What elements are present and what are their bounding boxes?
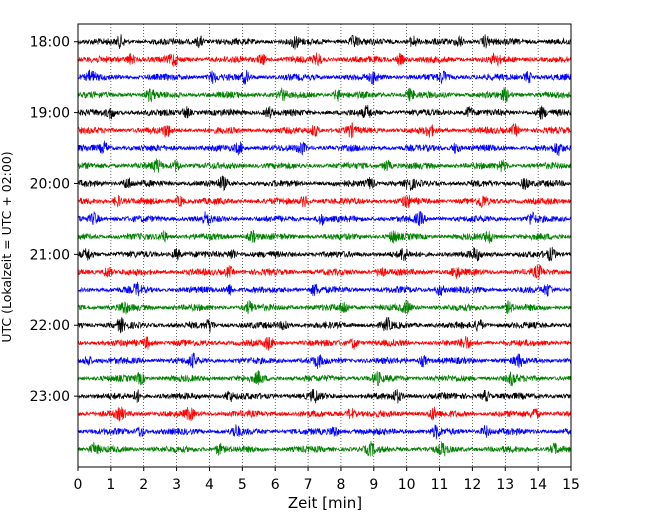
y-tick-label: 18:00 (30, 35, 70, 51)
y-tick-label: 23:00 (30, 389, 70, 405)
x-tick-label: 13 (496, 477, 514, 493)
trace-line (77, 194, 572, 209)
x-tick-label: 6 (271, 477, 280, 493)
trace-line (77, 87, 572, 103)
trace-line (77, 300, 572, 315)
trace-line (77, 388, 572, 404)
y-axis-label: UTC (Lokalzeit = UTC + 02:00) (0, 151, 14, 342)
trace-line (77, 335, 572, 351)
trace-line (77, 104, 572, 121)
x-tick-label: 3 (172, 477, 181, 493)
y-axis-ticks: 18:00 19:00 20:00 21:00 22:00 23:00 (30, 35, 78, 405)
x-tick-label: 11 (431, 477, 449, 493)
x-tick-label: 12 (463, 477, 481, 493)
x-tick-label: 2 (139, 477, 148, 493)
trace-line (77, 52, 572, 68)
trace-line (77, 122, 571, 139)
trace-line (77, 406, 572, 422)
trace-line (77, 246, 572, 262)
trace-line (77, 229, 572, 244)
x-tick-label: 9 (369, 477, 378, 493)
trace-line (77, 69, 572, 86)
x-tick-label: 1 (106, 477, 115, 493)
y-tick-label: 21:00 (30, 247, 70, 263)
x-tick-label: 15 (562, 477, 580, 493)
x-tick-label: 7 (304, 477, 313, 493)
trace-line (77, 316, 572, 334)
x-axis-ticks: 0 1 2 3 4 5 6 7 8 9 10 11 12 13 14 15 (74, 467, 580, 493)
x-tick-label: 14 (529, 477, 547, 493)
trace-line (77, 441, 572, 457)
x-tick-label: 4 (205, 477, 214, 493)
trace-line (77, 352, 571, 370)
x-tick-label: 8 (336, 477, 345, 493)
plot-frame (77, 23, 572, 468)
x-tick-label: 10 (398, 477, 416, 493)
y-tick-label: 22:00 (30, 318, 70, 334)
trace-line (77, 34, 572, 50)
trace-line (77, 175, 572, 192)
x-axis-label: Zeit [min] (288, 494, 362, 512)
trace-line (77, 158, 572, 173)
y-tick-label: 19:00 (30, 106, 70, 122)
trace-line (77, 264, 572, 280)
trace-line (77, 140, 572, 157)
x-tick-label: 5 (238, 477, 247, 493)
trace-line (77, 281, 572, 297)
vertical-grid (110, 24, 539, 467)
x-tick-label: 0 (74, 477, 83, 493)
trace-line (77, 370, 571, 387)
trace-line (77, 424, 572, 440)
trace-line (77, 211, 572, 227)
seismogram-traces (77, 34, 572, 457)
y-tick-label: 20:00 (30, 176, 70, 192)
